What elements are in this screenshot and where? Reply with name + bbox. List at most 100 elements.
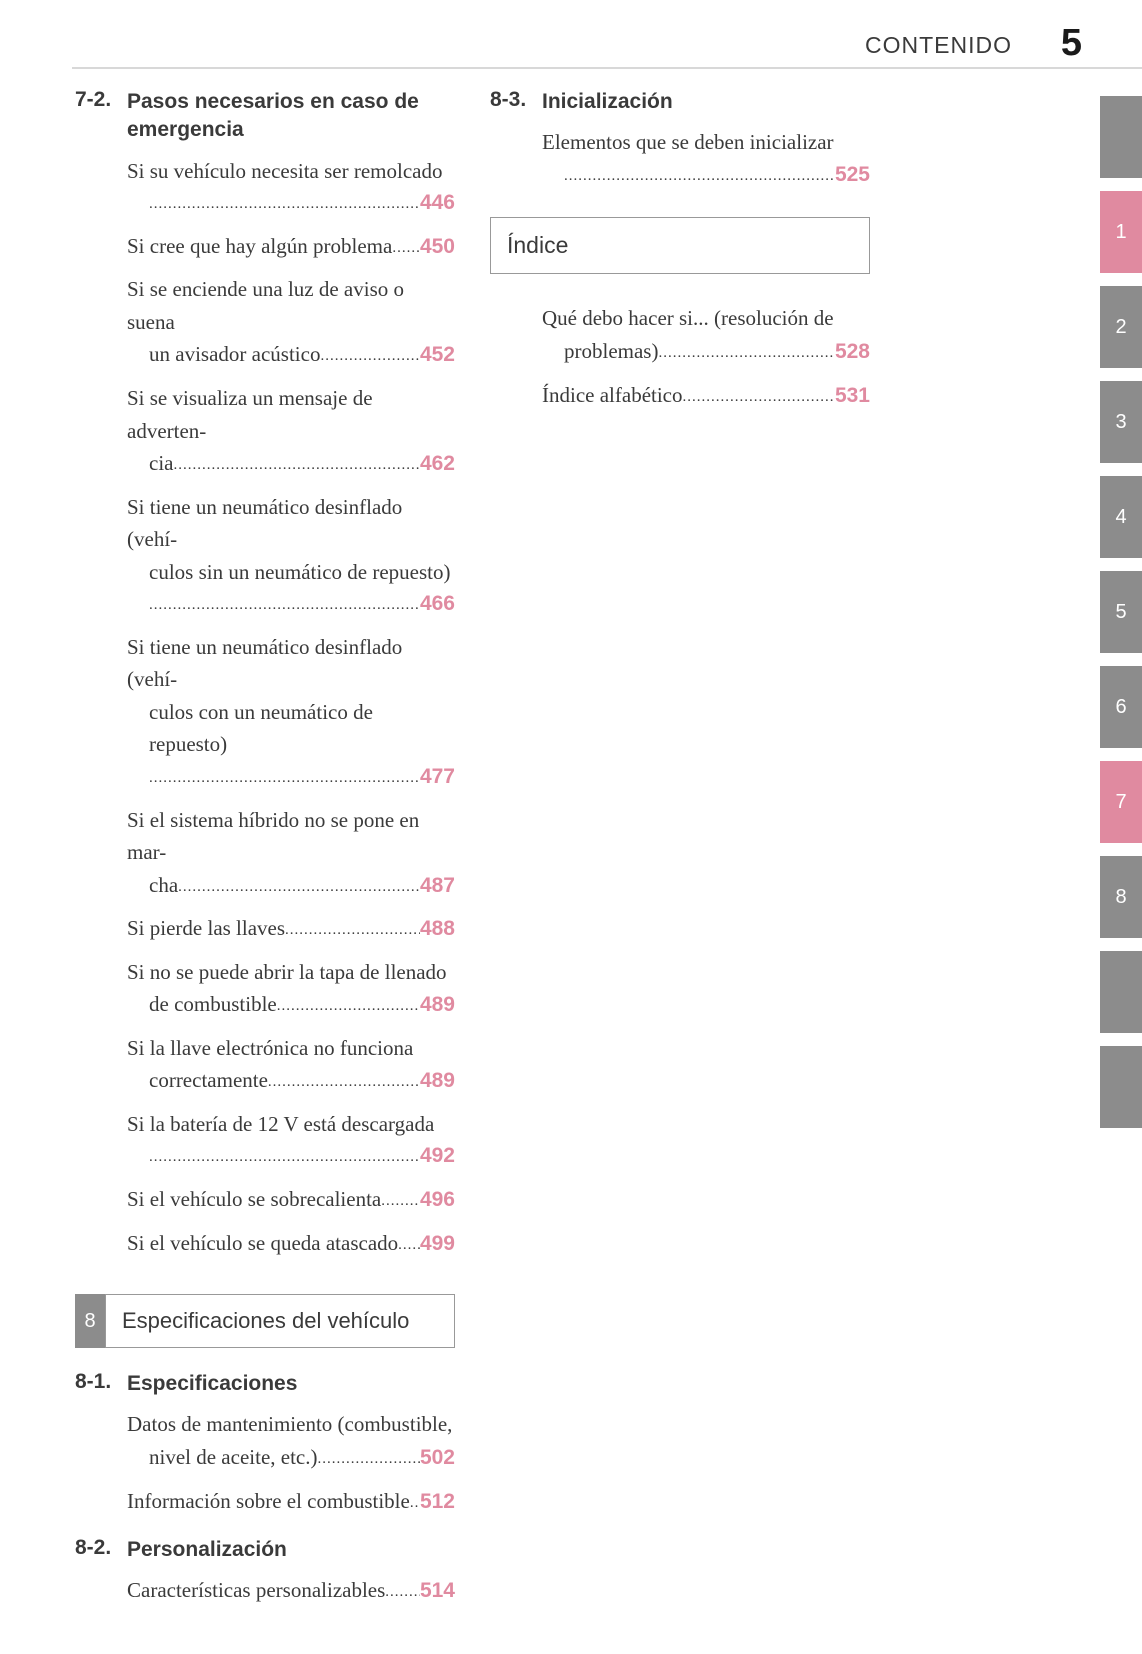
entry-text: Si el sistema híbrido no se pone en mar- bbox=[127, 804, 455, 869]
section-number: 8-1. bbox=[75, 1370, 127, 1398]
toc-entry: Si pierde las llaves 488 bbox=[127, 912, 455, 946]
side-tab[interactable]: 8 bbox=[1100, 856, 1142, 938]
side-tab[interactable]: 5 bbox=[1100, 571, 1142, 653]
entry-text: Si tiene un neumático desinflado (vehí- bbox=[127, 491, 455, 556]
section-title: Personalización bbox=[127, 1536, 287, 1564]
section-title: Especificaciones bbox=[127, 1370, 297, 1398]
section-7-2: 7-2. Pasos necesarios en caso de emergen… bbox=[75, 88, 455, 145]
entry-text: cia bbox=[149, 447, 173, 480]
toc-entry: Si la llave electrónica no funciona corr… bbox=[127, 1032, 455, 1098]
page-ref: 502 bbox=[420, 1442, 455, 1475]
entry-text: Si se visualiza un mensaje de adverten- bbox=[127, 382, 455, 447]
entry-text: Si el vehículo se sobrecalienta bbox=[127, 1183, 381, 1216]
toc-entry: Si tiene un neumático desinflado (vehí- … bbox=[127, 631, 455, 794]
page-ref: 487 bbox=[420, 870, 455, 903]
side-tab[interactable]: 6 bbox=[1100, 666, 1142, 748]
side-tab[interactable]: 3 bbox=[1100, 381, 1142, 463]
page-ref: 512 bbox=[420, 1486, 455, 1519]
entry-text: cha bbox=[149, 869, 178, 902]
side-tab[interactable]: 7 bbox=[1100, 761, 1142, 843]
page-ref: 514 bbox=[420, 1575, 455, 1608]
toc-entry: Si se enciende una luz de aviso o suena … bbox=[127, 273, 455, 372]
toc-entry: Datos de mantenimiento (combustible, niv… bbox=[127, 1408, 455, 1474]
header-title: CONTENIDO bbox=[865, 32, 1012, 59]
entry-text: Información sobre el combustible bbox=[127, 1485, 410, 1518]
side-tab[interactable] bbox=[1100, 951, 1142, 1033]
section-number: 8-2. bbox=[75, 1536, 127, 1564]
toc-entry: Si cree que hay algún problema 450 bbox=[127, 230, 455, 264]
page-ref: 496 bbox=[420, 1184, 455, 1217]
section-title: Pasos necesarios en caso de emergencia bbox=[127, 88, 455, 145]
section-8-2: 8-2. Personalización bbox=[75, 1536, 455, 1564]
side-tab[interactable]: 2 bbox=[1100, 286, 1142, 368]
page-number: 5 bbox=[1061, 22, 1082, 65]
page-ref: 446 bbox=[420, 187, 455, 220]
entry-text: Si la batería de 12 V está descargada bbox=[127, 1108, 455, 1141]
toc-entry: Si el vehículo se queda atascado 499 bbox=[127, 1227, 455, 1261]
section-8-3: 8-3. Inicialización bbox=[490, 88, 870, 116]
header-rule bbox=[72, 67, 1142, 69]
entry-text: Si cree que hay algún problema bbox=[127, 230, 392, 263]
toc-entry: Si el sistema híbrido no se pone en mar-… bbox=[127, 804, 455, 903]
page-ref: 525 bbox=[835, 159, 870, 192]
entry-text: Si el vehículo se queda atascado bbox=[127, 1227, 398, 1260]
entry-text: Características personalizables bbox=[127, 1574, 385, 1607]
entry-text: correctamente bbox=[149, 1064, 268, 1097]
entry-text: Si tiene un neumático desinflado (vehí- bbox=[127, 631, 455, 696]
toc-entry: Si su vehículo necesita ser remolcado 44… bbox=[127, 155, 455, 220]
section-number: 7-2. bbox=[75, 88, 127, 145]
entry-text: nivel de aceite, etc.) bbox=[149, 1441, 317, 1474]
page-ref: 528 bbox=[835, 336, 870, 369]
page-header: CONTENIDO 5 bbox=[0, 0, 1142, 100]
toc-entry: Elementos que se deben inicializar 525 bbox=[542, 126, 870, 191]
toc-entry: Si se visualiza un mensaje de adverten- … bbox=[127, 382, 455, 481]
content-area: 7-2. Pasos necesarios en caso de emergen… bbox=[75, 88, 865, 1608]
section-8-1: 8-1. Especificaciones bbox=[75, 1370, 455, 1398]
page-ref: 531 bbox=[835, 380, 870, 413]
entry-text: Si la llave electrónica no funciona bbox=[127, 1032, 455, 1065]
chapter-tag: 8 bbox=[75, 1294, 105, 1348]
entry-text: Si se enciende una luz de aviso o suena bbox=[127, 273, 455, 338]
entry-text: Elementos que se deben inicializar bbox=[542, 126, 870, 159]
toc-entry: Información sobre el combustible 512 bbox=[127, 1485, 455, 1519]
index-heading: Índice bbox=[490, 217, 870, 274]
chapter-label: Especificaciones del vehículo bbox=[105, 1294, 455, 1348]
page-ref: 477 bbox=[420, 761, 455, 794]
toc-entry: Características personalizables 514 bbox=[127, 1574, 455, 1608]
side-tab[interactable]: 4 bbox=[1100, 476, 1142, 558]
page-ref: 489 bbox=[420, 989, 455, 1022]
entry-text: Datos de mantenimiento (combustible, bbox=[127, 1408, 455, 1441]
page-ref: 488 bbox=[420, 913, 455, 946]
entry-text: Si no se puede abrir la tapa de llenado bbox=[127, 956, 455, 989]
entry-text: de combustible bbox=[149, 988, 277, 1021]
entry-text: problemas) bbox=[564, 335, 658, 368]
entry-text: Si su vehículo necesita ser remolcado bbox=[127, 155, 455, 188]
chapter-8-box: 8 Especificaciones del vehículo bbox=[75, 1294, 455, 1348]
toc-entry: Si no se puede abrir la tapa de llenado … bbox=[127, 956, 455, 1022]
entry-text: culos sin un neumático de repuesto) bbox=[127, 556, 455, 589]
entry-text: Si pierde las llaves bbox=[127, 912, 285, 945]
section-number: 8-3. bbox=[490, 88, 542, 116]
side-tab[interactable] bbox=[1100, 96, 1142, 178]
side-tab[interactable]: 1 bbox=[1100, 191, 1142, 273]
page-ref: 489 bbox=[420, 1065, 455, 1098]
side-tabs: 1 2 3 4 5 6 7 8 bbox=[1100, 96, 1142, 1141]
page-ref: 450 bbox=[420, 231, 455, 264]
toc-entry: Si el vehículo se sobrecalienta 496 bbox=[127, 1183, 455, 1217]
entry-text: Índice alfabético bbox=[542, 379, 683, 412]
right-column: 8-3. Inicialización Elementos que se deb… bbox=[490, 88, 870, 1608]
page-ref: 452 bbox=[420, 339, 455, 372]
section-title: Inicialización bbox=[542, 88, 673, 116]
entry-text: culos con un neumático de repuesto) bbox=[127, 696, 455, 761]
page-ref: 462 bbox=[420, 448, 455, 481]
page-ref: 499 bbox=[420, 1228, 455, 1261]
entry-text: un avisador acústico bbox=[149, 338, 320, 371]
left-column: 7-2. Pasos necesarios en caso de emergen… bbox=[75, 88, 455, 1608]
toc-entry: Si la batería de 12 V está descargada 49… bbox=[127, 1108, 455, 1173]
toc-entry: Qué debo hacer si... (resolución de prob… bbox=[542, 302, 870, 368]
page-ref: 492 bbox=[420, 1140, 455, 1173]
side-tab[interactable] bbox=[1100, 1046, 1142, 1128]
toc-entry: Índice alfabético 531 bbox=[542, 379, 870, 413]
entry-text: Qué debo hacer si... (resolución de bbox=[542, 302, 870, 335]
toc-entry: Si tiene un neumático desinflado (vehí- … bbox=[127, 491, 455, 621]
